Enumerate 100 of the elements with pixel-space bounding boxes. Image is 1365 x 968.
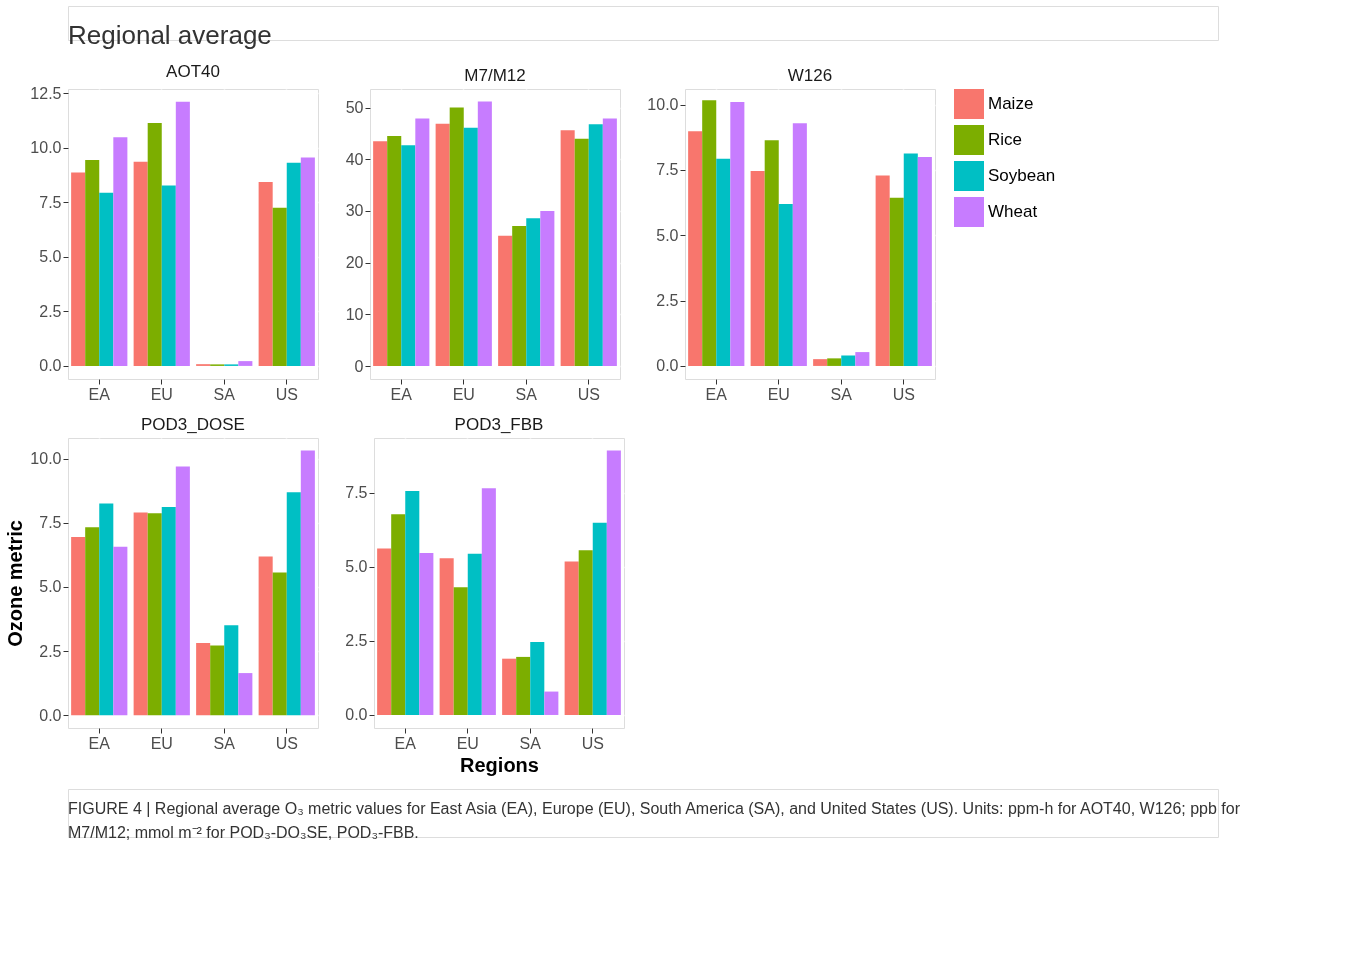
y-tick-label: 30 [345,202,364,220]
bar [688,131,703,366]
x-tick-label: EU [456,734,479,752]
bar [467,553,482,715]
bar [855,352,870,366]
x-tick-label: SA [519,734,542,752]
bar [512,225,527,367]
bar [258,556,273,716]
x-tick-label: EA [88,385,111,403]
bar [602,118,617,367]
x-tick-label: EU [150,734,173,752]
bar [903,153,918,366]
x-tick-label: SA [515,385,538,403]
bar [401,145,416,367]
bar [606,450,621,715]
x-axis-title: Regions [460,753,539,776]
bar [889,197,904,366]
x-tick-label: SA [213,385,236,403]
bar [286,492,301,716]
x-tick-label: EA [394,734,417,752]
chart-title: M7/M12 [464,66,526,85]
y-tick-label: 10.0 [30,139,62,157]
bar [175,466,190,716]
bar [560,130,575,367]
y-tick-label: 5.0 [656,226,679,244]
bar [85,527,100,716]
bar [415,118,430,367]
bar [196,643,211,716]
y-tick-label: 12.5 [30,84,62,102]
y-tick-label: 2.5 [656,292,679,310]
bar [439,558,454,715]
bar [435,123,450,367]
bar [917,156,932,366]
bar [224,625,239,716]
bar [498,235,513,367]
bar [764,140,779,366]
bar [300,157,315,366]
bar [147,513,162,716]
y-tick-label: 2.5 [39,302,62,320]
bar [147,123,162,366]
bar [730,102,745,366]
y-tick-label: 0 [354,357,364,375]
bar [99,192,114,366]
bar [258,182,273,366]
chart-title: POD3_DOSE [141,415,245,434]
bar [113,137,128,366]
bar [481,488,496,715]
bar [113,546,128,716]
y-tick-label: 10.0 [647,96,679,114]
bar [716,158,731,366]
bar [272,572,287,716]
bar [564,561,579,715]
y-tick-label: 2.5 [345,632,368,650]
y-tick-label: 10.0 [30,450,62,468]
x-tick-label: US [577,385,600,403]
x-tick-label: EU [767,385,790,403]
y-tick-label: 0.0 [39,706,62,724]
x-tick-label: EA [390,385,413,403]
y-tick-label: 5.0 [39,248,62,266]
legend-label: Maize [988,94,1034,113]
bar [377,548,392,715]
bar [592,522,607,715]
bar [574,138,589,367]
text: Regional average [68,20,272,50]
caption: FIGURE 4 | Regional average O₃ metric values for East Asia (EA), Europe (EU), South America (SA), and United States (US). Units: ppm-h for AOT40, W126; ppb for M7/M12; mmol m⁻² for POD₃-DO₃SE, POD₃-FBB. [68,800,1241,841]
bar [419,552,434,715]
y-tick-label: 5.0 [39,578,62,596]
y-tick-label: 7.5 [656,161,679,179]
bar [792,123,807,366]
chart-title: W126 [787,66,833,85]
chart-title: POD3_FBB [454,415,544,434]
bar [502,658,517,715]
bar [463,127,478,367]
bar [544,691,559,715]
x-tick-label: SA [213,734,236,752]
bar [526,218,541,367]
legend-label: Rice [988,130,1023,149]
y-tick-label: 20 [345,254,364,272]
y-tick-label: 10 [345,305,364,323]
y-tick-label: 7.5 [39,193,62,211]
bar [477,101,492,367]
bar [210,645,225,716]
bar [71,172,86,366]
x-tick-label: EA [705,385,728,403]
y-tick-label: 50 [345,99,364,117]
bar [391,514,406,715]
y-tick-label: 0.0 [39,357,62,375]
bar [133,512,148,716]
y-tick-label: 2.5 [39,642,62,660]
x-tick-label: EA [88,734,111,752]
y-tick-label: 40 [345,150,364,168]
bar [99,503,114,716]
bar [578,550,593,715]
chart-title: AOT40 [166,62,220,82]
bar [405,491,420,715]
x-tick-label: US [581,734,604,752]
x-tick-label: EU [150,385,173,403]
bar [175,101,190,366]
x-tick-label: SA [830,385,853,403]
legend-label: Wheat [988,202,1038,221]
